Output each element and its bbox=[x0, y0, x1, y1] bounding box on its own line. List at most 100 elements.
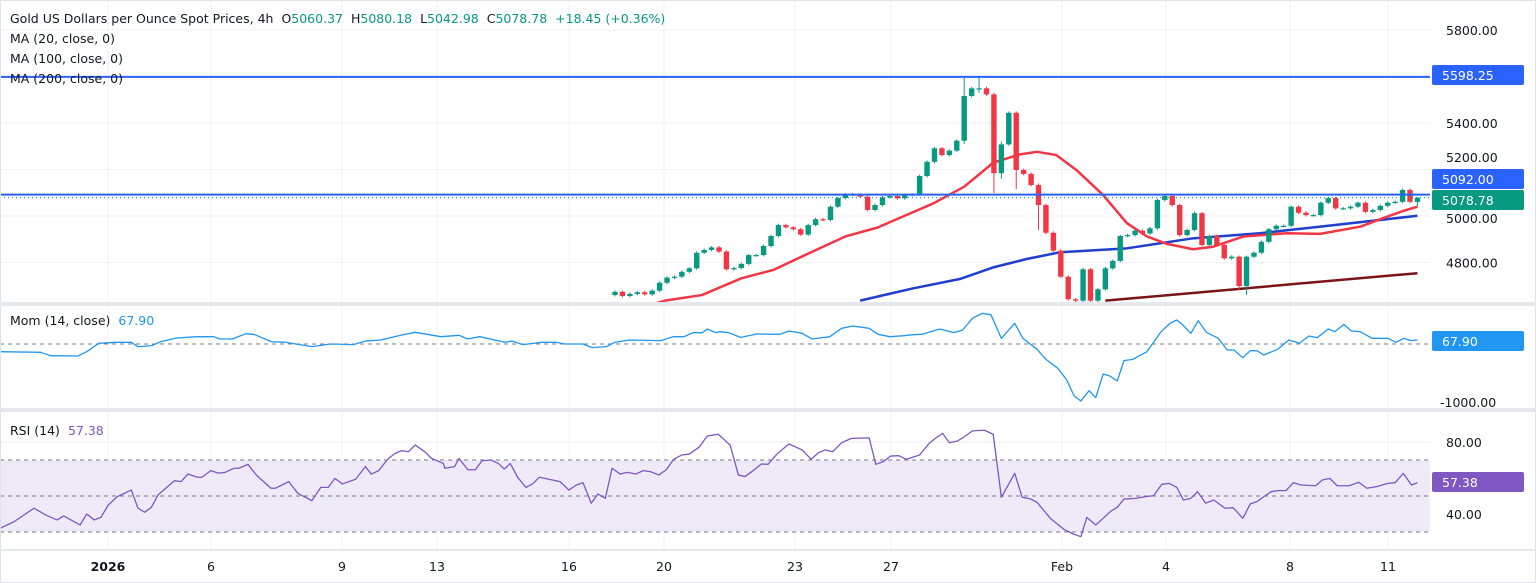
candle[interactable] bbox=[1377, 204, 1383, 212]
candle[interactable] bbox=[1199, 211, 1205, 247]
candle[interactable] bbox=[998, 141, 1005, 179]
candle[interactable] bbox=[1102, 266, 1109, 291]
candle[interactable] bbox=[1072, 297, 1079, 302]
candle[interactable] bbox=[664, 276, 670, 285]
candle[interactable] bbox=[1385, 201, 1391, 208]
candle[interactable] bbox=[1318, 201, 1324, 217]
candle[interactable] bbox=[1117, 234, 1123, 263]
candle[interactable] bbox=[627, 292, 633, 298]
candle[interactable] bbox=[1035, 183, 1042, 230]
candle[interactable] bbox=[1147, 226, 1153, 235]
candle[interactable] bbox=[1050, 231, 1057, 253]
candle[interactable] bbox=[1087, 267, 1094, 302]
ma200-legend[interactable]: MA (200, close, 0) bbox=[10, 71, 123, 86]
candle[interactable] bbox=[968, 86, 975, 98]
candle[interactable] bbox=[812, 217, 819, 227]
candle[interactable] bbox=[716, 246, 722, 253]
candle[interactable] bbox=[1228, 255, 1235, 260]
candle[interactable] bbox=[701, 248, 707, 255]
candle[interactable] bbox=[1362, 201, 1369, 214]
momentum-pane[interactable] bbox=[0, 312, 1430, 402]
candle[interactable] bbox=[954, 139, 960, 153]
candle[interactable] bbox=[1043, 203, 1049, 235]
candle[interactable] bbox=[634, 290, 640, 296]
candle[interactable] bbox=[1221, 243, 1227, 260]
candle[interactable] bbox=[983, 86, 990, 96]
candle[interactable] bbox=[1006, 111, 1012, 146]
candle[interactable] bbox=[924, 160, 930, 178]
candle[interactable] bbox=[1258, 240, 1265, 255]
candle[interactable] bbox=[686, 266, 692, 274]
candle[interactable] bbox=[671, 275, 678, 280]
candle[interactable] bbox=[827, 205, 834, 222]
candle[interactable] bbox=[1154, 198, 1161, 230]
candle[interactable] bbox=[723, 250, 730, 271]
candle[interactable] bbox=[961, 76, 967, 144]
candle[interactable] bbox=[1310, 213, 1317, 217]
candle[interactable] bbox=[1058, 249, 1064, 279]
candle[interactable] bbox=[820, 217, 826, 222]
candle[interactable] bbox=[612, 290, 618, 297]
candle[interactable] bbox=[1273, 224, 1279, 231]
candle[interactable] bbox=[783, 223, 789, 229]
candle[interactable] bbox=[1191, 211, 1198, 232]
candle[interactable] bbox=[1266, 227, 1272, 244]
candle[interactable] bbox=[1251, 251, 1257, 259]
ma100-legend[interactable]: MA (100, close, 0) bbox=[10, 51, 123, 66]
candle[interactable] bbox=[1333, 196, 1339, 210]
candle[interactable] bbox=[1065, 275, 1071, 301]
candle[interactable] bbox=[1139, 229, 1146, 235]
pane-separator[interactable] bbox=[0, 302, 1536, 306]
candle[interactable] bbox=[798, 227, 804, 236]
candle[interactable] bbox=[1176, 203, 1183, 237]
candle[interactable] bbox=[746, 253, 752, 266]
candle[interactable] bbox=[1243, 255, 1250, 296]
candle[interactable] bbox=[872, 203, 878, 212]
candle[interactable] bbox=[1347, 205, 1354, 210]
candle[interactable] bbox=[976, 76, 982, 93]
candle[interactable] bbox=[1206, 234, 1213, 247]
candle[interactable] bbox=[1169, 194, 1175, 207]
candle[interactable] bbox=[694, 251, 700, 270]
candle[interactable] bbox=[1355, 201, 1361, 209]
candle[interactable] bbox=[1028, 172, 1034, 187]
candle[interactable] bbox=[1392, 200, 1398, 205]
pane-separator[interactable] bbox=[0, 408, 1536, 412]
candle[interactable] bbox=[656, 281, 663, 293]
candle[interactable] bbox=[731, 266, 737, 271]
candle[interactable] bbox=[1295, 205, 1302, 215]
candle[interactable] bbox=[1303, 211, 1309, 217]
candle[interactable] bbox=[864, 195, 871, 212]
candle[interactable] bbox=[1013, 111, 1019, 190]
candle[interactable] bbox=[1080, 267, 1086, 302]
candle[interactable] bbox=[1132, 229, 1138, 237]
candle[interactable] bbox=[1281, 224, 1287, 228]
candle[interactable] bbox=[1414, 197, 1421, 207]
candle[interactable] bbox=[642, 290, 648, 296]
candle[interactable] bbox=[790, 226, 797, 231]
candle[interactable] bbox=[760, 244, 767, 257]
candle[interactable] bbox=[805, 223, 811, 236]
candle[interactable] bbox=[1184, 228, 1190, 237]
candle[interactable] bbox=[619, 290, 626, 298]
candle[interactable] bbox=[939, 146, 945, 157]
rsi-legend[interactable]: RSI (14) 57.38 bbox=[10, 423, 108, 438]
mom-legend[interactable]: Mom (14, close) 67.90 bbox=[10, 313, 158, 328]
candle[interactable] bbox=[1110, 259, 1116, 270]
candle[interactable] bbox=[679, 270, 685, 279]
candle[interactable] bbox=[1214, 234, 1220, 247]
candle[interactable] bbox=[1095, 287, 1101, 302]
candle[interactable] bbox=[1399, 188, 1406, 204]
candle[interactable] bbox=[916, 174, 923, 196]
candle[interactable] bbox=[753, 253, 759, 257]
candle[interactable] bbox=[1288, 205, 1294, 228]
candle[interactable] bbox=[1124, 233, 1131, 238]
candle[interactable] bbox=[738, 262, 745, 270]
candle[interactable] bbox=[835, 196, 841, 209]
candle[interactable] bbox=[1020, 168, 1027, 176]
candle[interactable] bbox=[1407, 188, 1413, 204]
price-pane[interactable] bbox=[0, 75, 1430, 305]
candle[interactable] bbox=[991, 92, 997, 194]
symbol-title[interactable]: Gold US Dollars per Ounce Spot Prices, 4… bbox=[10, 11, 274, 26]
candle[interactable] bbox=[1370, 208, 1376, 214]
